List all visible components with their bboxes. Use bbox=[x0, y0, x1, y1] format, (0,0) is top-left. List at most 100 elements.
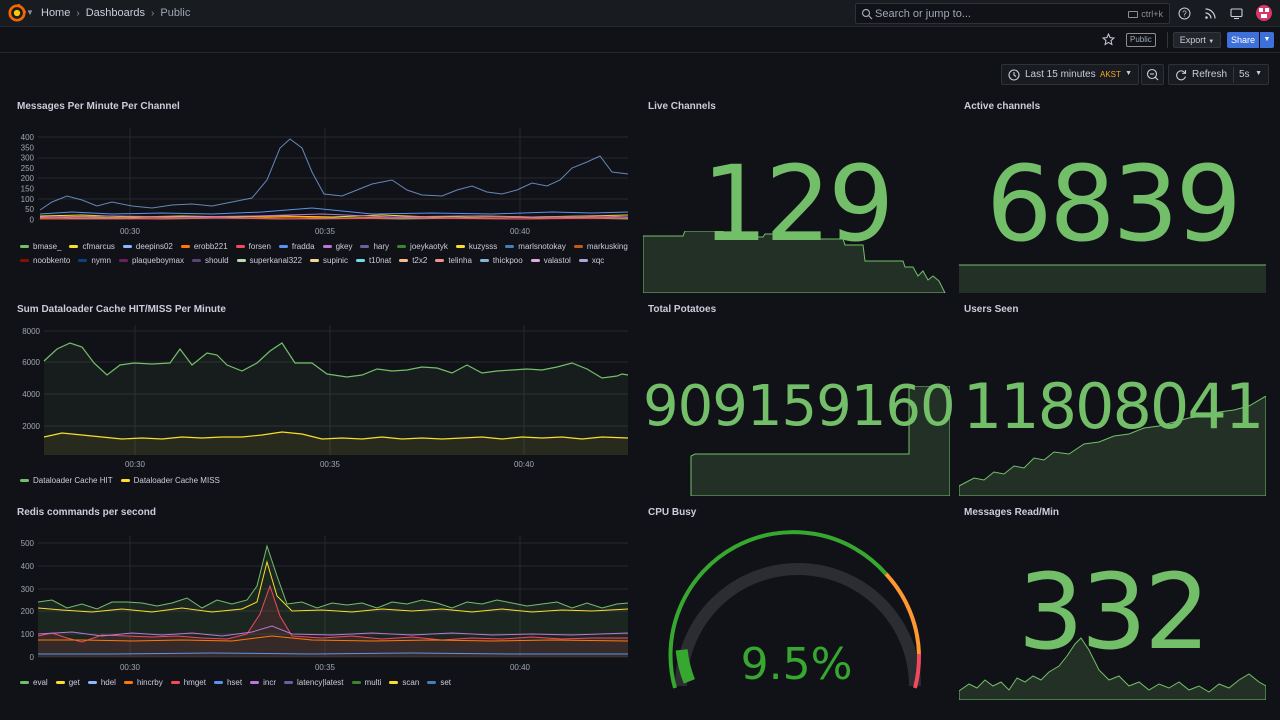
legend-item[interactable]: superkanal322 bbox=[236, 256, 302, 265]
refresh-label: Refresh bbox=[1192, 69, 1228, 80]
legend-item[interactable]: noobkento bbox=[20, 256, 70, 265]
panel-redis-commands: Redis commands per second 500 400 300 20… bbox=[12, 500, 632, 700]
legend-swatch bbox=[191, 259, 201, 262]
panel-title[interactable]: Messages Read/Min bbox=[964, 507, 1060, 518]
legend-item[interactable]: should bbox=[191, 256, 229, 265]
legend-item[interactable]: bmase_ bbox=[20, 242, 61, 251]
dataloader-chart[interactable]: 8000 6000 4000 2000 00:30 00:35 00:40 bbox=[12, 325, 632, 473]
legend-item[interactable]: scan bbox=[389, 678, 419, 687]
panel-title[interactable]: Redis commands per second bbox=[17, 507, 156, 518]
legend-item[interactable]: t2x2 bbox=[399, 256, 427, 265]
legend-item[interactable]: latency|latest bbox=[283, 678, 344, 687]
breadcrumb-separator-icon: › bbox=[151, 7, 155, 19]
panel-title[interactable]: Total Potatoes bbox=[648, 304, 717, 315]
redis-chart[interactable]: 500 400 300 200 100 0 00:30 00:35 00:40 bbox=[12, 536, 632, 674]
hset-series-line bbox=[38, 652, 628, 655]
messages-legend: bmase_ cfmarcus deepins02 erobb221 forsen fra… bbox=[20, 242, 630, 265]
panel-cpu-busy: CPU Busy 9.5% bbox=[643, 500, 950, 700]
y-tick: 200 bbox=[21, 174, 35, 183]
legend-swatch bbox=[455, 245, 465, 248]
legend-item[interactable]: joeykaotyk bbox=[397, 242, 448, 251]
share-button[interactable]: Share bbox=[1227, 32, 1259, 48]
legend-item[interactable]: nymn bbox=[78, 256, 111, 265]
panel-title[interactable]: Sum Dataloader Cache HIT/MISS Per Minute bbox=[17, 304, 226, 315]
panel-total-potatoes: Total Potatoes 909159160 bbox=[643, 297, 956, 496]
legend-item[interactable]: hincrby bbox=[123, 678, 163, 687]
legend-swatch bbox=[397, 245, 407, 248]
messages-chart[interactable]: 400 350 300 250 200 150 100 50 0 00:30 0… bbox=[12, 128, 632, 240]
legend-item[interactable]: eval bbox=[20, 678, 48, 687]
y-axis-labels: 8000 6000 4000 2000 bbox=[22, 327, 40, 431]
breadcrumb-dashboards[interactable]: Dashboards bbox=[85, 7, 146, 19]
legend-item[interactable]: hmget bbox=[170, 678, 206, 687]
legend-label: set bbox=[440, 678, 451, 687]
news-feed-icon[interactable] bbox=[1204, 7, 1217, 20]
refresh-button[interactable]: Refresh 5s ▼ bbox=[1168, 64, 1269, 85]
panel-title[interactable]: Messages Per Minute Per Channel bbox=[17, 101, 180, 112]
legend-item[interactable]: multi bbox=[351, 678, 381, 687]
panel-title[interactable]: CPU Busy bbox=[648, 507, 697, 518]
y-tick: 100 bbox=[21, 195, 35, 204]
legend-item[interactable]: hary bbox=[360, 242, 389, 251]
panel-title[interactable]: Users Seen bbox=[964, 304, 1019, 315]
legend-label: cfmarcus bbox=[82, 242, 115, 251]
legend-swatch bbox=[235, 245, 245, 248]
kiosk-mode-icon[interactable] bbox=[1230, 7, 1243, 20]
x-axis-labels: 00:30 00:35 00:40 bbox=[125, 460, 535, 469]
legend-label: incr bbox=[263, 678, 276, 687]
legend-item[interactable]: kuzysss bbox=[455, 242, 497, 251]
breadcrumb-home[interactable]: Home bbox=[41, 7, 71, 19]
user-avatar[interactable] bbox=[1256, 5, 1272, 21]
total-potatoes-value: 909159160 bbox=[643, 374, 956, 439]
legend-item[interactable]: erobb221 bbox=[180, 242, 228, 251]
legend-item[interactable]: telinha bbox=[435, 256, 472, 265]
legend-item[interactable]: hset bbox=[213, 678, 242, 687]
legend-item[interactable]: Dataloader Cache HIT bbox=[20, 476, 113, 485]
legend-swatch bbox=[360, 245, 370, 248]
legend-item[interactable]: get bbox=[55, 678, 80, 687]
legend-item[interactable]: valastol bbox=[530, 256, 571, 265]
refresh-interval-select[interactable]: 5s bbox=[1239, 69, 1250, 80]
legend-label: supinic bbox=[323, 256, 348, 265]
legend-item[interactable]: t10nat bbox=[355, 256, 391, 265]
panel-title[interactable]: Active channels bbox=[964, 101, 1041, 112]
legend-item[interactable]: hdel bbox=[87, 678, 116, 687]
legend-item[interactable]: supinic bbox=[310, 256, 348, 265]
chevron-down-icon[interactable]: ▼ bbox=[26, 8, 34, 17]
grafana-logo-icon[interactable] bbox=[8, 4, 26, 22]
legend-item[interactable]: deepins02 bbox=[122, 242, 173, 251]
legend-label: should bbox=[204, 256, 229, 265]
share-dropdown-chevron-icon[interactable]: ▼ bbox=[1260, 32, 1274, 48]
legend-item[interactable]: set bbox=[427, 678, 451, 687]
legend-label: plaqueboymax bbox=[131, 256, 184, 265]
time-range-picker[interactable]: Last 15 minutes AKST ▼ bbox=[1001, 64, 1139, 85]
panel-title[interactable]: Live Channels bbox=[648, 101, 716, 112]
y-tick: 4000 bbox=[22, 390, 40, 399]
y-tick: 350 bbox=[21, 143, 35, 152]
search-shortcut: ctrl+k bbox=[1128, 9, 1163, 19]
legend-item[interactable]: plaqueboymax bbox=[118, 256, 184, 265]
legend-swatch bbox=[389, 681, 399, 684]
panel-messages-read: Messages Read/Min 332 bbox=[959, 500, 1266, 700]
legend-item[interactable]: forsen bbox=[235, 242, 271, 251]
legend-label: nymn bbox=[91, 256, 111, 265]
legend-item[interactable]: incr bbox=[250, 678, 276, 687]
legend-item[interactable]: cfmarcus bbox=[69, 242, 115, 251]
help-icon[interactable]: ? bbox=[1178, 7, 1191, 20]
legend-item[interactable]: Dataloader Cache MISS bbox=[120, 476, 220, 485]
legend-item[interactable]: thickpoo bbox=[479, 256, 523, 265]
search-input[interactable]: Search or jump to... ctrl+k bbox=[855, 3, 1170, 24]
messages-read-sparkline bbox=[959, 637, 1266, 700]
breadcrumb: Home › Dashboards › Public bbox=[41, 7, 190, 19]
legend-item[interactable]: fradda bbox=[278, 242, 315, 251]
export-button[interactable]: Export ▼ bbox=[1173, 32, 1221, 48]
star-icon[interactable] bbox=[1102, 33, 1115, 46]
legend-item[interactable]: xqc bbox=[578, 256, 604, 265]
chevron-down-icon: ▼ bbox=[1125, 70, 1132, 77]
y-tick: 0 bbox=[30, 215, 35, 224]
legend-item[interactable]: marlsnotokay bbox=[505, 242, 566, 251]
legend-item[interactable]: gkey bbox=[322, 242, 352, 251]
toolbar-divider bbox=[1167, 32, 1168, 48]
legend-item[interactable]: markusking bbox=[573, 242, 628, 251]
zoom-out-button[interactable] bbox=[1141, 64, 1164, 85]
